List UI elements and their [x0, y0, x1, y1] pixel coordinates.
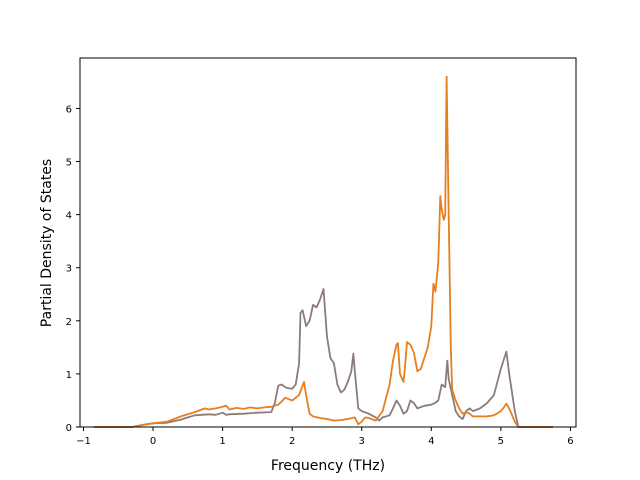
- x-tick-label: −1: [76, 436, 91, 447]
- y-tick-label: 3: [66, 264, 72, 275]
- y-axis-label: Partial Density of States: [39, 159, 55, 327]
- series-line-1: [93, 288, 553, 428]
- x-tick-label: 0: [150, 436, 156, 447]
- y-tick-label: 2: [66, 317, 72, 328]
- y-tick-label: 5: [66, 158, 72, 169]
- series-lines: [93, 75, 553, 428]
- x-tick-label: 5: [498, 436, 504, 447]
- x-tick-label: 4: [428, 436, 434, 447]
- series-line-2: [93, 75, 553, 428]
- x-tick-label: 6: [567, 436, 573, 447]
- x-tick-label: 3: [359, 436, 365, 447]
- y-tick-label: 0: [66, 423, 72, 434]
- y-tick-label: 1: [66, 370, 72, 381]
- x-tick-label: 1: [219, 436, 225, 447]
- y-tick-label: 6: [66, 104, 72, 115]
- x-axis-label: Frequency (THz): [271, 458, 385, 474]
- x-tick-label: 2: [289, 436, 295, 447]
- plot-frame: [79, 57, 577, 428]
- y-tick-label: 4: [66, 211, 72, 222]
- x-axis: −1 0 1 2 3 4 5 6: [76, 427, 574, 447]
- y-axis: 0 1 2 3 4 5 6: [66, 104, 80, 434]
